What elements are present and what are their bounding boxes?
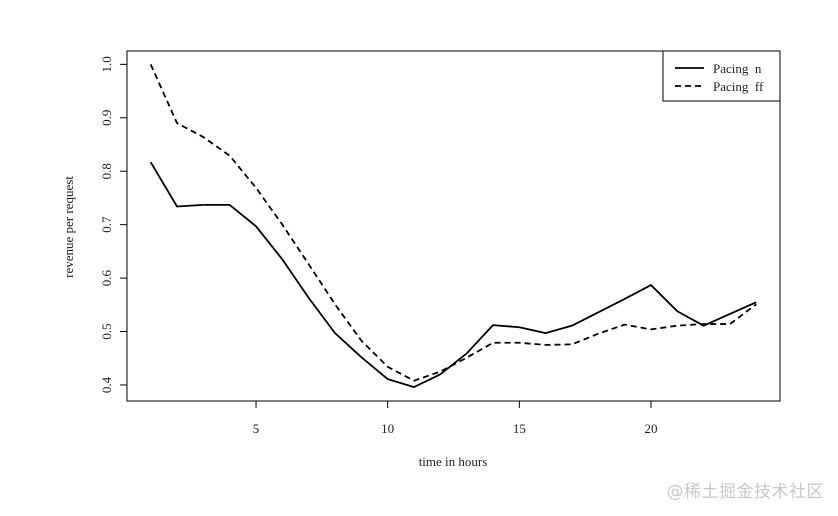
x-tick-label: 5 [253,421,260,436]
watermark: @稀土掘金技术社区 [666,482,824,502]
x-tick-label: 15 [513,421,526,436]
y-tick-label: 0.4 [99,376,114,393]
y-tick-label: 0.8 [99,163,114,179]
y-tick-label: 0.6 [99,269,114,286]
legend-box [662,50,781,102]
legend: Pacing n Pacing ff [662,50,781,102]
legend-label-solid: Pacing n [713,61,762,76]
series-line-dashed [149,63,757,382]
x-tick-label: 20 [644,421,657,436]
x-tick-label: 10 [381,421,394,436]
x-axis: 5 10 15 20 [253,401,657,436]
legend-label-dashed: Pacing ff [713,79,764,94]
y-tick-label: 0.9 [99,110,114,126]
series-line-solid [149,161,757,389]
y-axis: 0.4 0.5 0.6 0.7 0.8 0.9 1.0 [99,56,127,393]
y-tick-label: 0.7 [99,216,114,233]
series-layer [149,63,757,389]
y-axis-title: revenue per request [61,176,76,278]
y-tick-label: 1.0 [99,56,114,72]
x-axis-title: time in hours [419,454,488,469]
y-tick-label: 0.5 [99,323,114,339]
plot-frame [126,50,781,402]
